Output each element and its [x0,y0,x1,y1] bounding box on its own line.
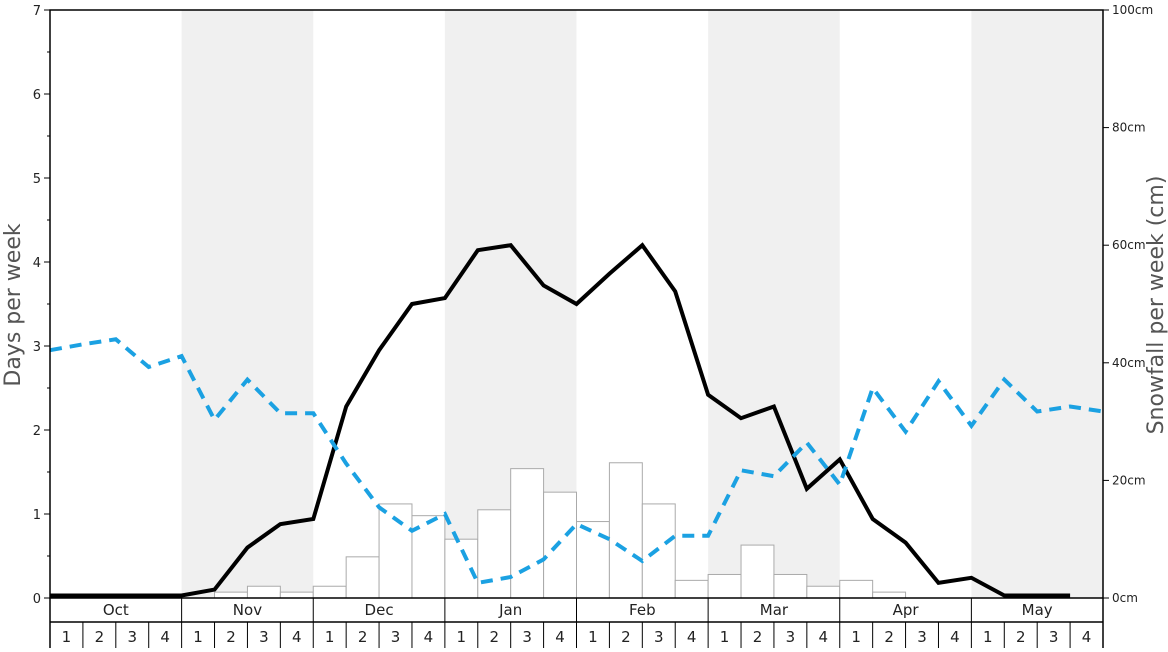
week-label: 4 [1082,628,1092,646]
month-label: Apr [893,601,920,619]
snowfall-bar [444,538,479,599]
snowfall-bar [246,585,281,599]
week-label: 3 [654,628,664,646]
week-label: 4 [424,628,434,646]
week-label: 2 [753,628,763,646]
snowfall-bar [641,503,676,599]
left-axis: 0 1 2 3 4 5 6 7 [33,4,50,607]
month-band-nov [181,10,314,598]
snowfall-bar [608,462,643,599]
week-label: 4 [555,628,565,646]
month-band-may [971,10,1103,598]
week-label: 3 [391,628,401,646]
week-label: 3 [1049,628,1059,646]
series-line-snow_days [50,242,1071,598]
snowfall-bar [740,544,775,599]
right-tick-label: 100cm [1112,3,1153,17]
week-label: 1 [720,628,730,646]
snowfall-bar [576,521,610,599]
right-tick-label: 0cm [1112,591,1138,605]
right-tick-label: 40cm [1112,356,1146,370]
month-label: May [1022,601,1053,619]
week-label: 4 [950,628,960,646]
left-tick-label: 4 [33,256,41,271]
week-label: 4 [160,628,170,646]
week-label: 1 [62,628,72,646]
month-band-mar [708,10,840,598]
week-label: 1 [193,628,203,646]
snowfall-bar [279,591,314,599]
left-tick-label: 3 [33,340,41,355]
snowfall-bar [510,468,545,599]
week-label: 1 [983,628,993,646]
week-label: 4 [819,628,829,646]
week-label: 2 [489,628,499,646]
snowfall-bar [839,579,874,599]
snowfall-bar [543,491,577,599]
week-label: 1 [588,628,598,646]
month-label: Dec [365,601,394,619]
week-label: 4 [687,628,697,646]
snowfall-bar [214,591,248,599]
month-label: Nov [233,601,262,619]
week-label: 3 [917,628,927,646]
right-axis: 0cm 20cm 40cm 60cm 80cm 100cm [1103,3,1153,605]
left-tick-label: 0 [33,592,41,607]
week-label: 2 [621,628,631,646]
week-label: 3 [127,628,137,646]
series-line-dry_days [49,337,1104,586]
snowfall-bar [312,585,347,599]
right-tick-label: 60cm [1112,238,1146,252]
week-label: 2 [358,628,368,646]
day-lines [49,242,1104,598]
week-label: 3 [522,628,532,646]
week-label: 1 [457,628,467,646]
week-label: 4 [292,628,302,646]
left-tick-label: 5 [33,172,41,187]
week-label: 1 [851,628,861,646]
y-axis-title-right: Snowfall per week (cm) [1144,176,1168,435]
right-tick-label: 20cm [1112,473,1146,487]
month-label: Jan [498,601,522,619]
left-tick-label: 2 [33,424,41,439]
month-bands [181,10,1103,598]
week-label: 2 [884,628,894,646]
week-label: 3 [259,628,269,646]
week-label: 1 [325,628,335,646]
left-tick-label: 6 [33,88,41,103]
week-label: 2 [95,628,105,646]
snowfall-bar [872,591,907,599]
month-label: Feb [629,601,656,619]
month-label: Oct [103,601,129,619]
snowfall-bar [674,579,709,599]
month-label: Mar [760,601,789,619]
week-label: 2 [1016,628,1026,646]
left-tick-label: 1 [33,508,41,523]
snowfall-bar [345,556,380,599]
week-label: 3 [786,628,796,646]
left-tick-label: 7 [33,4,41,19]
y-axis-title-left: Days per week [1,223,26,386]
right-tick-label: 80cm [1112,121,1146,135]
week-label: 2 [226,628,236,646]
snowfall-bar [477,509,512,599]
snowfall-bar [806,585,841,599]
snowfall-bar [707,573,742,599]
snowfall-bar [773,573,808,599]
x-axis: Oct 1 2 3 4 Nov 1 2 3 4 Dec 1 2 3 4 Jan 1 2 3 4 Feb 1 2 3 4 Mar 1 2… [49,598,1104,648]
